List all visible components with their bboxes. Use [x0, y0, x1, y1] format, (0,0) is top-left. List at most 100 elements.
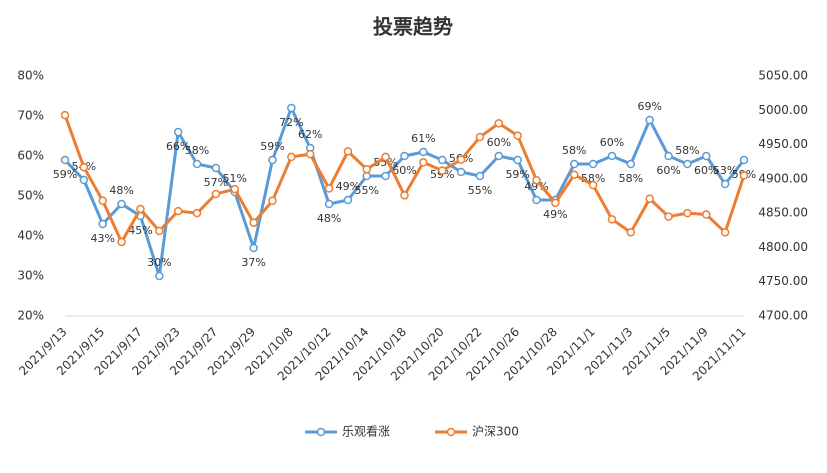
y2-tick-label: 5000.00 [758, 103, 808, 117]
y-tick-label: 50% [17, 189, 44, 203]
data-label: 37% [241, 256, 265, 269]
data-label: 59% [53, 168, 77, 181]
point-marker [570, 159, 579, 169]
point-marker [626, 159, 636, 169]
data-label: 60% [600, 136, 624, 149]
point-marker [607, 215, 617, 224]
y-tick-label: 40% [17, 229, 44, 243]
data-label: 57% [204, 176, 228, 189]
point-marker [381, 152, 390, 162]
point-marker [173, 127, 183, 137]
point-marker [192, 208, 202, 218]
point-marker [98, 219, 107, 229]
point-marker [456, 167, 466, 177]
data-label: 60% [656, 164, 680, 177]
point-marker [79, 175, 89, 185]
point-marker [136, 204, 145, 214]
data-label: 58% [675, 144, 699, 157]
y2-tick-label: 4900.00 [758, 171, 808, 185]
point-marker [702, 151, 711, 161]
data-label: 60% [392, 164, 416, 177]
point-marker [117, 237, 126, 247]
data-label: 69% [637, 100, 661, 113]
y2-tick-label: 4750.00 [758, 274, 808, 288]
data-label: 51% [223, 172, 247, 185]
data-label: 45% [128, 224, 152, 237]
point-marker [249, 218, 258, 227]
point-marker [173, 206, 183, 216]
data-label: 55% [355, 184, 379, 197]
point-marker [400, 151, 409, 161]
data-label: 53% [713, 164, 737, 177]
point-marker [437, 166, 447, 175]
y-tick-label: 80% [17, 69, 44, 83]
y-tick-label: 20% [17, 309, 44, 323]
point-marker [305, 149, 315, 159]
point-marker [419, 158, 428, 167]
data-label: 66% [166, 140, 190, 153]
point-marker [702, 210, 711, 219]
point-marker [98, 196, 107, 206]
data-label: 49% [336, 180, 360, 193]
data-label: 58% [562, 144, 586, 157]
point-marker [211, 163, 221, 173]
point-marker [268, 155, 277, 165]
data-label: 43% [90, 232, 114, 245]
point-marker [683, 159, 692, 169]
point-marker [645, 194, 654, 203]
legend-marker [316, 427, 326, 437]
point-marker [230, 184, 239, 194]
point-marker [645, 115, 654, 125]
point-marker [117, 199, 126, 209]
point-marker [607, 151, 617, 161]
point-marker [287, 152, 296, 162]
point-marker [570, 170, 579, 179]
point-marker [475, 171, 485, 181]
point-marker [419, 147, 428, 157]
point-marker [60, 110, 70, 120]
point-marker [343, 147, 353, 156]
data-label: 72% [279, 116, 303, 129]
point-marker [588, 180, 598, 190]
point-marker [551, 198, 560, 208]
point-marker [381, 171, 390, 181]
legend-label: 沪深300 [472, 425, 519, 439]
point-marker [683, 208, 692, 218]
point-marker [287, 103, 296, 113]
data-label: 58% [619, 172, 643, 185]
data-label: 58% [185, 144, 209, 157]
point-marker [192, 159, 202, 169]
point-marker [494, 151, 504, 161]
point-marker [739, 155, 749, 165]
data-label: 48% [109, 184, 133, 197]
point-marker [60, 155, 70, 165]
point-marker [532, 195, 541, 205]
point-marker [739, 171, 749, 180]
y2-tick-label: 4850.00 [758, 206, 808, 220]
y2-tick-label: 4800.00 [758, 240, 808, 254]
data-label: 30% [147, 256, 171, 269]
point-marker [155, 226, 164, 236]
data-label: 60% [694, 164, 718, 177]
point-marker [513, 155, 522, 165]
point-marker [268, 196, 277, 206]
data-label: 49% [543, 208, 567, 221]
point-marker [324, 199, 334, 209]
point-marker [664, 212, 673, 221]
chart-title: 投票趋势 [373, 15, 453, 39]
data-label: 59% [505, 168, 529, 181]
point-marker [588, 159, 598, 169]
point-marker [324, 184, 334, 193]
point-marker [211, 189, 221, 199]
point-marker [532, 175, 541, 185]
y2-tick-label: 4950.00 [758, 137, 808, 151]
point-marker [720, 228, 730, 237]
legend-label: 乐观看涨 [342, 424, 390, 439]
point-marker [475, 132, 485, 142]
point-marker [249, 243, 258, 253]
point-marker [79, 162, 89, 172]
point-marker [720, 179, 730, 189]
point-marker [343, 195, 353, 205]
point-marker [400, 191, 409, 200]
